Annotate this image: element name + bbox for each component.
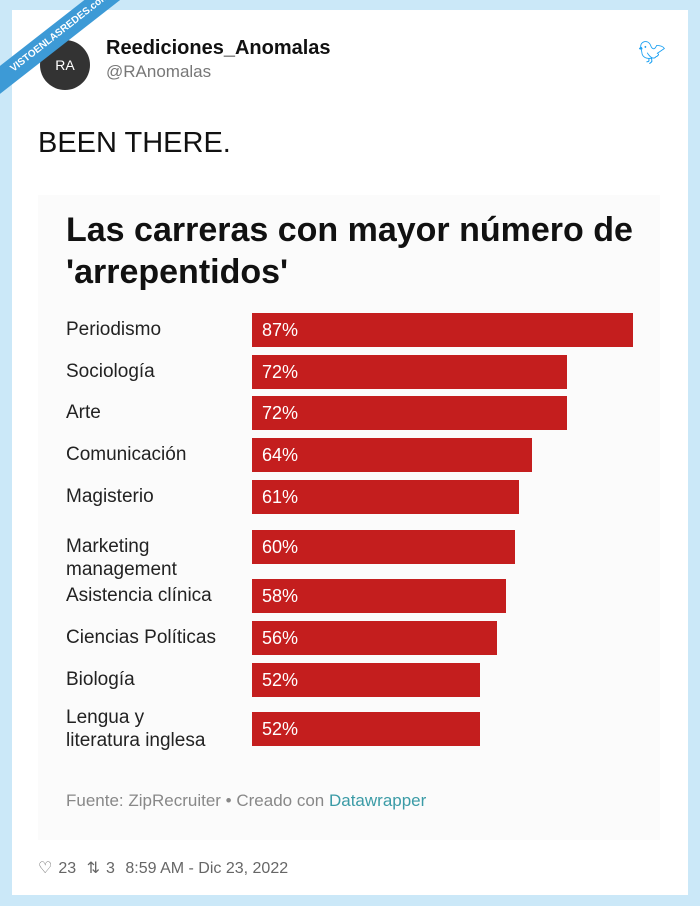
bar-value-label: 87% [262, 320, 299, 340]
retweet-icon[interactable]: ⇅ [86, 860, 100, 877]
bar: 58% [252, 579, 506, 613]
category-label: Asistencia clínica [66, 585, 212, 606]
chart-image: Las carreras con mayor número de 'arrepe… [38, 195, 660, 840]
bar: 61% [252, 480, 520, 514]
category-label: Periodismo [66, 319, 162, 340]
category-label: Magisterio [66, 486, 154, 507]
tweet-footer: ♡ 23 ⇅ 3 8:59 AM - Dic 23, 2022 [38, 858, 294, 878]
bar-value-label: 58% [262, 586, 299, 606]
category-label: Arte [66, 402, 101, 423]
bar: 64% [252, 438, 533, 472]
bar-value-label: 52% [262, 670, 299, 690]
bar-value-label: 60% [262, 537, 299, 557]
bar-value-label: 64% [262, 445, 299, 465]
category-label: Marketing management [66, 536, 177, 580]
tweet-text: BEEN THERE. [38, 127, 231, 159]
heart-icon[interactable]: ♡ [38, 860, 53, 877]
timestamp[interactable]: 8:59 AM - Dic 23, 2022 [125, 860, 289, 877]
bar: 72% [252, 355, 568, 389]
category-label: Biología [66, 669, 135, 690]
category-label: Lengua y literatura inglesa [66, 707, 206, 751]
source-text: Fuente: ZipRecruiter • Creado con [66, 791, 329, 810]
bar-value-label: 72% [262, 403, 299, 423]
bar-value-label: 52% [262, 719, 299, 739]
bar-value-label: 72% [262, 362, 299, 382]
bar: 60% [252, 530, 515, 564]
bar: 52% [252, 712, 480, 746]
category-label: Comunicación [66, 444, 187, 465]
bar-value-label: 61% [262, 487, 299, 507]
chart-source: Fuente: ZipRecruiter • Creado con Datawr… [66, 791, 426, 811]
bar: 87% [252, 313, 633, 347]
twitter-bird-icon: 🐦︎ [638, 40, 666, 65]
bar: 52% [252, 663, 480, 697]
user-handle[interactable]: @RAnomalas [106, 62, 212, 81]
datawrapper-link[interactable]: Datawrapper [328, 791, 427, 810]
chart-title: Las carreras con mayor número de 'arrepe… [66, 211, 633, 291]
like-count: 23 [58, 860, 77, 877]
display-name[interactable]: Reediciones_Anomalas [106, 37, 331, 59]
bar: 72% [252, 396, 568, 430]
category-label: Sociología [66, 361, 155, 382]
category-label: Ciencias Políticas [66, 627, 216, 648]
bar-value-label: 56% [262, 628, 299, 648]
bar: 56% [252, 621, 498, 655]
retweet-count: 3 [106, 860, 115, 877]
